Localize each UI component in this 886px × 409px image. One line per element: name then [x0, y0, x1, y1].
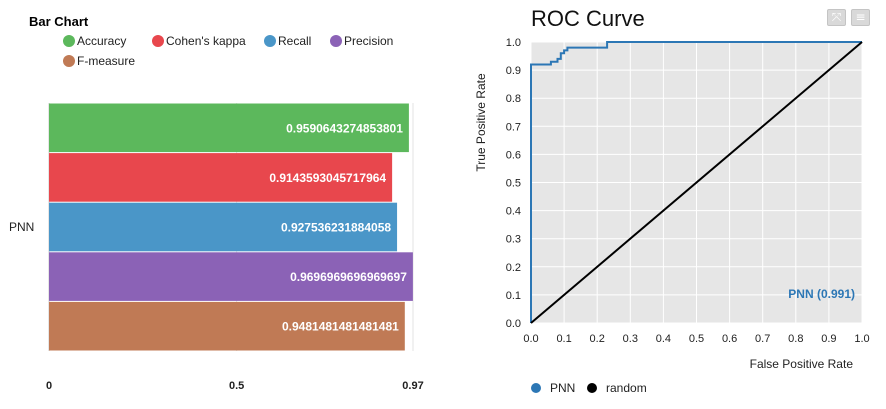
x-tick-label: 0.4 — [656, 333, 671, 345]
legend-label[interactable]: PNN — [550, 381, 575, 395]
x-tick-label: 0 — [46, 380, 52, 392]
x-tick-label: 0.3 — [623, 333, 638, 345]
series-line[interactable] — [530, 41, 863, 324]
y-tick-label: 1.0 — [506, 37, 521, 49]
bar-value-label: 0.9481481481481481 — [282, 320, 399, 334]
legend-marker[interactable] — [152, 35, 164, 47]
category-label: PNN — [9, 220, 34, 234]
x-tick-label: 0.8 — [788, 333, 803, 345]
bar-chart-plot: 0.9590643274853801 0.9143593045717964 0.92… — [9, 103, 424, 392]
legend-label[interactable]: random — [606, 381, 647, 395]
x-tick-label: 0.1 — [556, 333, 571, 345]
x-axis-label: False Positive Rate — [750, 357, 854, 371]
y-axis-label: True Positive Rate — [474, 73, 488, 172]
legend-marker[interactable] — [531, 383, 541, 393]
legend-label[interactable]: Precision — [344, 34, 393, 48]
legend-label[interactable]: Recall — [278, 34, 311, 48]
x-tick-label: 0.5 — [229, 380, 244, 392]
legend-marker[interactable] — [63, 35, 75, 47]
legend-marker[interactable] — [264, 35, 276, 47]
x-tick-label: 0.2 — [590, 333, 605, 345]
y-tick-label: 0.1 — [506, 290, 521, 302]
bar-value-label: 0.9143593045717964 — [269, 171, 386, 185]
y-tick-label: 0.6 — [506, 149, 521, 161]
bar-value-label: 0.927536231884058 — [281, 221, 391, 235]
menu-icon[interactable]: ≡ — [851, 9, 870, 26]
y-tick-label: 0.5 — [506, 178, 521, 190]
y-tick-label: 0.4 — [506, 206, 521, 218]
auc-annotation: PNN (0.991) — [788, 287, 855, 301]
y-tick-label: 0.7 — [506, 121, 521, 133]
fullscreen-icon[interactable]: ⤧ — [827, 9, 846, 26]
bar-chart-panel: Bar Chart Accuracy Cohen's kappa Recall Pre… — [9, 14, 424, 392]
x-tick-label: 0.0 — [523, 333, 538, 345]
y-tick-label: 0.9 — [506, 65, 521, 77]
legend-marker[interactable] — [63, 55, 75, 67]
bar[interactable] — [49, 103, 409, 153]
y-tick-label: 0.2 — [506, 262, 521, 274]
bar-value-label: 0.9590643274853801 — [286, 121, 403, 135]
roc-chart-plot: 0.0 0.1 0.2 0.3 0.4 0.5 0.6 0.7 0.8 0.9 1.0 0.0 0.1 0… — [474, 37, 870, 371]
legend-label[interactable]: F-measure — [77, 54, 135, 68]
roc-chart-title: ROC Curve — [531, 6, 645, 31]
bar[interactable] — [49, 202, 398, 252]
bar-chart-title: Bar Chart — [29, 14, 89, 29]
bar[interactable] — [49, 301, 405, 351]
legend-marker[interactable] — [587, 383, 597, 393]
legend-label[interactable]: Accuracy — [77, 34, 126, 48]
roc-chart-panel: ROC Curve 0.0 0.1 0.2 0.3 0.4 0.5 0.6 0.7 0.8 0.9… — [470, 0, 886, 404]
x-tick-label: 0.7 — [755, 333, 770, 345]
roc-chart: ROC Curve 0.0 0.1 0.2 0.3 0.4 0.5 0.6 0.7 0.8 0.9… — [474, 6, 870, 395]
y-tick-label: 0.8 — [506, 93, 521, 105]
x-tick-label: 0.9 — [821, 333, 836, 345]
series-line[interactable] — [530, 41, 862, 323]
bar[interactable] — [49, 252, 413, 301]
bar-value-label: 0.9696969696969697 — [290, 270, 407, 284]
x-tick-label: 1.0 — [854, 333, 869, 345]
x-tick-label: 0.97 — [402, 380, 423, 392]
bar-chart-legend: Accuracy Cohen's kappa Recall Precision F-me… — [63, 34, 393, 68]
x-tick-label: 0.5 — [689, 333, 704, 345]
bar-chart: Bar Chart Accuracy Cohen's kappa Recall Pre… — [9, 14, 424, 392]
bar[interactable] — [49, 153, 393, 202]
x-tick-label: 0.6 — [722, 333, 737, 345]
y-tick-label: 0.3 — [506, 234, 521, 246]
y-tick-label: 0.0 — [506, 318, 521, 330]
roc-chart-legend: PNN random — [531, 381, 647, 395]
legend-marker[interactable] — [330, 35, 342, 47]
legend-label[interactable]: Cohen's kappa — [166, 34, 246, 48]
